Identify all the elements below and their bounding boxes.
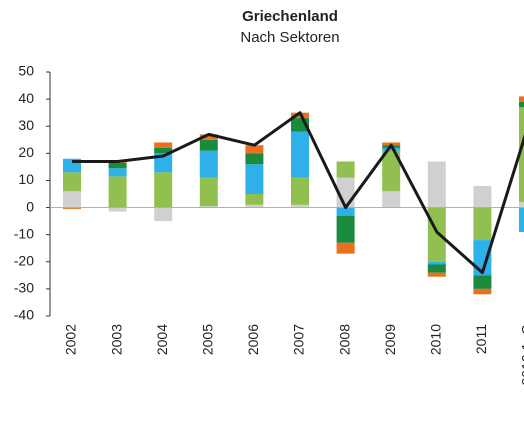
bar-segment [336, 215, 355, 243]
bar-segment [245, 153, 264, 165]
bar-segment [199, 206, 218, 208]
bar-segment [108, 207, 127, 212]
y-tick-label: 50 [18, 63, 34, 79]
y-tick-label: -10 [14, 225, 34, 241]
x-tick-label: 2004 [154, 324, 170, 355]
bar-segment [154, 172, 173, 208]
bar-segment [291, 177, 309, 205]
bar-segment [108, 168, 127, 177]
x-tick-label: 2009 [382, 324, 398, 355]
bar-segment [291, 204, 309, 208]
bar-segment [336, 207, 355, 216]
bar-segment [199, 139, 218, 151]
bar-segment [336, 242, 355, 254]
bar-segment [245, 194, 264, 205]
bar-segment [519, 96, 524, 102]
bar-segment [473, 275, 492, 289]
y-tick-label: 40 [18, 90, 34, 106]
bar-segment [427, 272, 446, 277]
x-tick-label: 2012 1. Q [519, 324, 524, 386]
bar-segment [291, 131, 309, 178]
x-tick-label: 2010 [428, 324, 444, 355]
bar-segment [473, 207, 492, 241]
bar-segment [63, 191, 81, 208]
bar-segment [245, 204, 264, 208]
bar-segment [473, 185, 492, 208]
bar-segment [382, 191, 401, 208]
bar-segment [427, 264, 446, 273]
chart-subtitle: Nach Sektoren [240, 29, 339, 46]
bar-segment [427, 161, 446, 208]
bar-segment [154, 142, 173, 148]
chart-title: Griechenland [242, 8, 338, 25]
bar-segment [199, 150, 218, 178]
y-tick-label: 10 [18, 171, 34, 187]
x-tick-label: 2005 [200, 324, 216, 355]
bar-segment [199, 134, 218, 140]
bar-segment [473, 240, 492, 276]
x-tick-label: 2006 [245, 324, 261, 355]
y-tick-label: 30 [18, 117, 34, 133]
bar-segment [519, 207, 524, 232]
bar-segment [199, 177, 218, 207]
x-tick-label: 2011 [473, 324, 489, 354]
bar-segment [154, 207, 173, 222]
bar-segment [108, 176, 127, 208]
x-tick-label: 2007 [291, 324, 307, 355]
bar-segment [519, 202, 524, 208]
x-tick-label: 2003 [108, 324, 124, 355]
bar-segment [108, 162, 127, 169]
y-tick-label: 20 [18, 144, 34, 160]
bar-segment [382, 147, 401, 151]
bar-segment [519, 101, 524, 108]
bar-segment [382, 150, 401, 192]
y-tick-label: 0 [26, 198, 34, 214]
y-tick-label: -40 [14, 307, 34, 323]
bar-segment [63, 172, 81, 192]
bar-segment [427, 261, 446, 265]
y-tick-label: -20 [14, 252, 34, 268]
bar-segment [519, 107, 524, 203]
bar-segment [427, 207, 446, 262]
bar-segment [473, 288, 492, 295]
x-tick-label: 2008 [336, 324, 352, 355]
bar-segment [154, 147, 173, 154]
bar-segment [245, 145, 264, 154]
y-tick-label: -30 [14, 280, 34, 296]
bar-segment [63, 207, 81, 209]
total-line [72, 111, 524, 275]
x-tick-label: 2002 [63, 324, 79, 355]
bar-segment [336, 161, 355, 178]
bar-segment [245, 164, 264, 194]
